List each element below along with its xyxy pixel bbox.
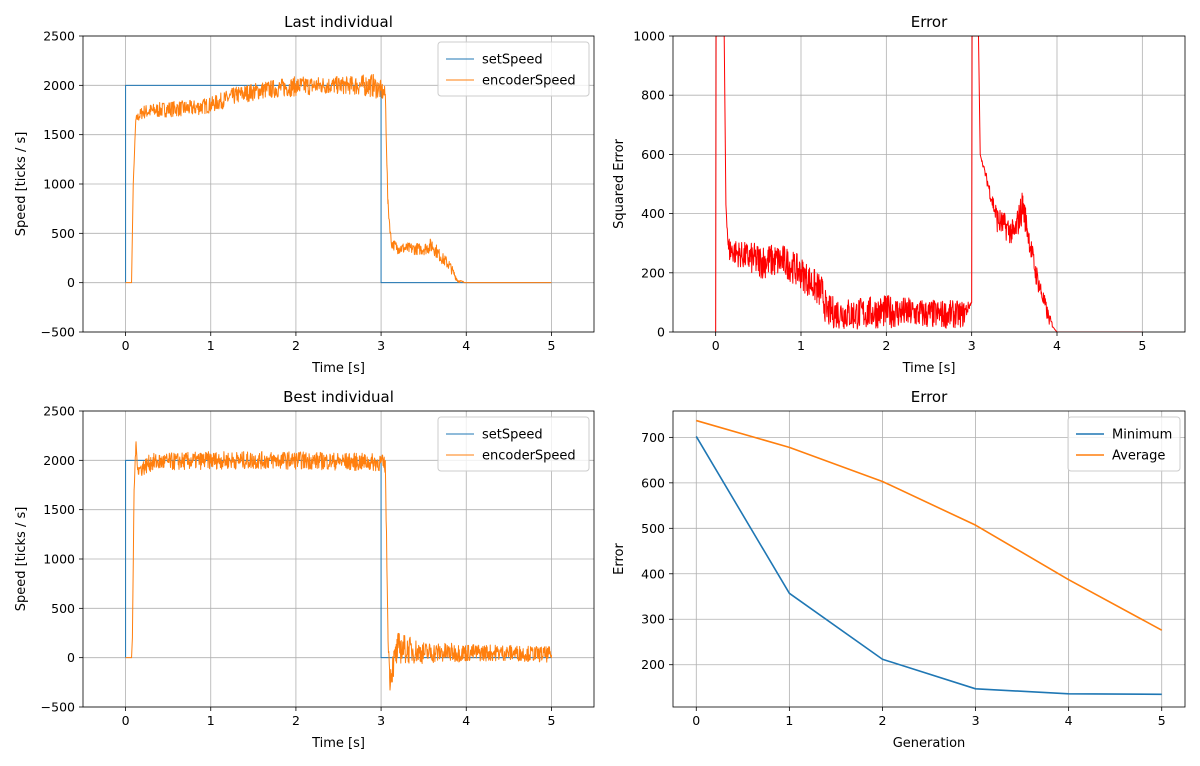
y-tick-label: 200 — [641, 657, 665, 672]
y-tick-label: 2500 — [43, 404, 75, 419]
y-tick-label: 400 — [641, 206, 665, 221]
x-tick-label: 1 — [785, 713, 793, 728]
y-tick-label: 0 — [67, 275, 75, 290]
y-tick-label: 500 — [51, 226, 75, 241]
x-tick-label: 2 — [882, 338, 890, 353]
y-axis-label: Speed [ticks / s] — [14, 507, 29, 612]
plot-area — [715, 36, 1143, 332]
x-tick-label: 5 — [547, 713, 555, 728]
legend-frame — [437, 41, 590, 97]
x-tick-label: 3 — [968, 338, 976, 353]
legend-label-Minimum: Minimum — [1112, 428, 1172, 443]
x-tick-label: 1 — [797, 338, 805, 353]
series-line-Minimum — [695, 436, 1162, 696]
chart-last-individual: 0 1 2 3 4 5 −500 0 500 1000 1500 2000 2500 Last indiv… — [14, 13, 595, 376]
y-tick-label: 300 — [641, 612, 665, 627]
x-tick-label: 3 — [377, 713, 385, 728]
y-tick-label: 600 — [641, 475, 665, 490]
y-tick-label: 1500 — [43, 127, 75, 142]
legend-frame — [437, 416, 590, 472]
y-tick-label: 0 — [67, 650, 75, 665]
y-axis-label: Speed [ticks / s] — [14, 132, 29, 237]
legend-label-setSpeed: setSpeed — [482, 53, 543, 68]
x-tick-label: 3 — [972, 713, 980, 728]
x-tick-label: 0 — [692, 713, 700, 728]
legend-label-encoderSpeed: encoderSpeed — [482, 449, 576, 464]
y-tick-label: 700 — [641, 430, 665, 445]
y-tick-label: 1500 — [43, 502, 75, 517]
y-tick-label: 500 — [51, 601, 75, 616]
axes-frame — [672, 410, 1186, 708]
y-tick-label: 500 — [641, 521, 665, 536]
x-tick-label: 0 — [712, 338, 720, 353]
x-tick-label: 3 — [377, 338, 385, 353]
chart-best-individual: 0 1 2 3 4 5 −500 0 500 1000 1500 2000 2500 Best indiv… — [14, 388, 595, 751]
chart-title: Last individual — [284, 13, 393, 31]
x-tick-label: 4 — [462, 713, 470, 728]
axes-frame — [672, 35, 1186, 333]
chart-title: Error — [911, 388, 948, 406]
y-axis-label: Squared Error — [612, 138, 627, 228]
series-line-encoderSpeed — [125, 74, 552, 284]
y-tick-label: 1000 — [43, 552, 75, 567]
series-line-squaredError — [715, 36, 1143, 332]
legend-label-encoderSpeed: encoderSpeed — [482, 74, 576, 89]
chart-title: Best individual — [283, 388, 394, 406]
plot-area — [125, 74, 552, 284]
x-tick-label: 2 — [292, 713, 300, 728]
y-tick-label: 400 — [641, 566, 665, 581]
y-tick-label: 2000 — [43, 453, 75, 468]
legend: setSpeed encoderSpeed — [437, 41, 590, 97]
x-axis-label: Time [s] — [902, 361, 956, 376]
x-tick-label: 0 — [122, 338, 130, 353]
x-tick-label: 5 — [1158, 713, 1166, 728]
series-line-Average — [696, 419, 1163, 631]
x-axis-label: Generation — [893, 736, 966, 751]
legend: setSpeed encoderSpeed — [437, 416, 590, 472]
x-axis-label: Time [s] — [311, 361, 365, 376]
chart-title: Error — [911, 13, 948, 31]
y-tick-label: −500 — [41, 325, 75, 340]
x-tick-label: 2 — [292, 338, 300, 353]
plot-area — [695, 419, 1163, 696]
x-tick-label: 5 — [1138, 338, 1146, 353]
gridlines — [673, 35, 1185, 333]
y-tick-label: 0 — [657, 325, 665, 340]
legend: Minimum Average — [1067, 416, 1181, 472]
x-tick-label: 0 — [122, 713, 130, 728]
y-tick-label: 600 — [641, 147, 665, 162]
x-tick-label: 4 — [462, 338, 470, 353]
x-tick-label: 4 — [1053, 338, 1061, 353]
y-tick-label: 2000 — [43, 78, 75, 93]
y-tick-label: −500 — [41, 700, 75, 715]
y-tick-label: 800 — [641, 88, 665, 103]
x-tick-label: 5 — [547, 338, 555, 353]
y-tick-label: 2500 — [43, 29, 75, 44]
chart-generation-error: 0 1 2 3 4 5 200 300 400 500 600 700 Error Generation E… — [612, 388, 1186, 751]
x-tick-label: 1 — [207, 713, 215, 728]
x-axis-label: Time [s] — [311, 736, 365, 751]
y-axis-label: Error — [612, 543, 627, 575]
legend-frame — [1067, 416, 1181, 472]
legend-label-setSpeed: setSpeed — [482, 428, 543, 443]
y-tick-label: 1000 — [43, 177, 75, 192]
x-tick-label: 1 — [207, 338, 215, 353]
x-tick-label: 2 — [878, 713, 886, 728]
plot-area — [125, 441, 552, 691]
chart-squared-error: 0 1 2 3 4 5 0 200 400 600 800 1000 Error Time [s] Squa… — [612, 13, 1186, 376]
legend-label-Average: Average — [1112, 449, 1165, 464]
y-tick-label: 200 — [641, 265, 665, 280]
y-tick-label: 1000 — [633, 29, 665, 44]
series-line-encoderSpeed — [125, 441, 552, 691]
x-tick-label: 4 — [1065, 713, 1073, 728]
